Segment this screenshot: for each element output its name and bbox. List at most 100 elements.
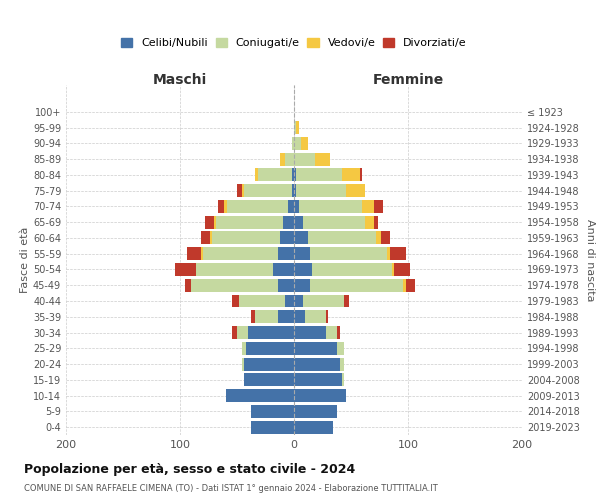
Text: Femmine: Femmine [373,74,443,88]
Bar [303,216,365,228]
Bar [283,216,294,228]
Bar [314,152,331,166]
Bar [294,310,305,323]
Bar [312,263,392,276]
Bar [294,279,310,291]
Bar [257,168,292,181]
Bar [374,200,383,213]
Legend: Celibi/Nubili, Coniugati/e, Vedovi/e, Divorziati/e: Celibi/Nubili, Coniugati/e, Vedovi/e, Di… [118,34,470,51]
Bar [218,200,224,213]
Text: Maschi: Maschi [153,74,207,88]
Bar [362,200,374,213]
Bar [251,405,294,418]
Bar [203,247,278,260]
Bar [224,200,227,213]
Bar [337,326,340,339]
Bar [292,137,294,150]
Bar [299,200,362,213]
Bar [232,294,239,308]
Bar [294,420,333,434]
Bar [406,279,415,291]
Bar [294,168,296,181]
Bar [217,216,283,228]
Bar [280,152,285,166]
Bar [376,232,380,244]
Bar [388,247,390,260]
Text: Popolazione per età, sesso e stato civile - 2024: Popolazione per età, sesso e stato civil… [24,462,355,475]
Bar [251,310,255,323]
Bar [244,184,292,197]
Bar [294,358,340,370]
Bar [251,420,294,434]
Bar [191,279,278,291]
Bar [246,342,294,355]
Bar [294,200,299,213]
Bar [337,342,344,355]
Bar [196,263,274,276]
Bar [292,168,294,181]
Bar [403,279,406,291]
Bar [274,263,294,276]
Bar [294,121,296,134]
Bar [226,389,294,402]
Bar [326,310,328,323]
Bar [360,168,362,181]
Bar [244,374,294,386]
Bar [308,232,376,244]
Bar [205,216,214,228]
Bar [280,232,294,244]
Bar [294,405,337,418]
Bar [294,247,310,260]
Bar [326,326,337,339]
Bar [285,294,294,308]
Bar [242,184,244,197]
Bar [365,216,374,228]
Bar [344,294,349,308]
Bar [239,294,285,308]
Bar [303,294,344,308]
Bar [294,342,337,355]
Bar [310,247,388,260]
Bar [248,326,294,339]
Bar [310,279,403,291]
Bar [214,216,217,228]
Bar [237,326,248,339]
Bar [244,358,294,370]
Bar [392,263,394,276]
Bar [390,247,406,260]
Text: COMUNE DI SAN RAFFAELE CIMENA (TO) - Dati ISTAT 1° gennaio 2024 - Elaborazione T: COMUNE DI SAN RAFFAELE CIMENA (TO) - Dat… [24,484,438,493]
Bar [294,263,312,276]
Y-axis label: Anni di nascita: Anni di nascita [585,219,595,301]
Bar [292,184,294,197]
Bar [255,310,278,323]
Bar [394,263,410,276]
Bar [209,232,212,244]
Bar [301,137,308,150]
Bar [294,137,301,150]
Bar [296,184,346,197]
Bar [340,358,344,370]
Bar [278,247,294,260]
Bar [380,232,390,244]
Bar [346,184,365,197]
Bar [294,326,326,339]
Bar [294,184,296,197]
Bar [242,342,246,355]
Bar [289,200,294,213]
Bar [200,247,203,260]
Bar [294,374,342,386]
Bar [185,279,191,291]
Bar [296,121,299,134]
Bar [342,168,360,181]
Bar [294,294,303,308]
Bar [232,326,237,339]
Bar [305,310,326,323]
Bar [278,310,294,323]
Bar [227,200,289,213]
Bar [294,389,346,402]
Bar [212,232,280,244]
Bar [255,168,257,181]
Bar [237,184,242,197]
Bar [294,232,308,244]
Bar [285,152,294,166]
